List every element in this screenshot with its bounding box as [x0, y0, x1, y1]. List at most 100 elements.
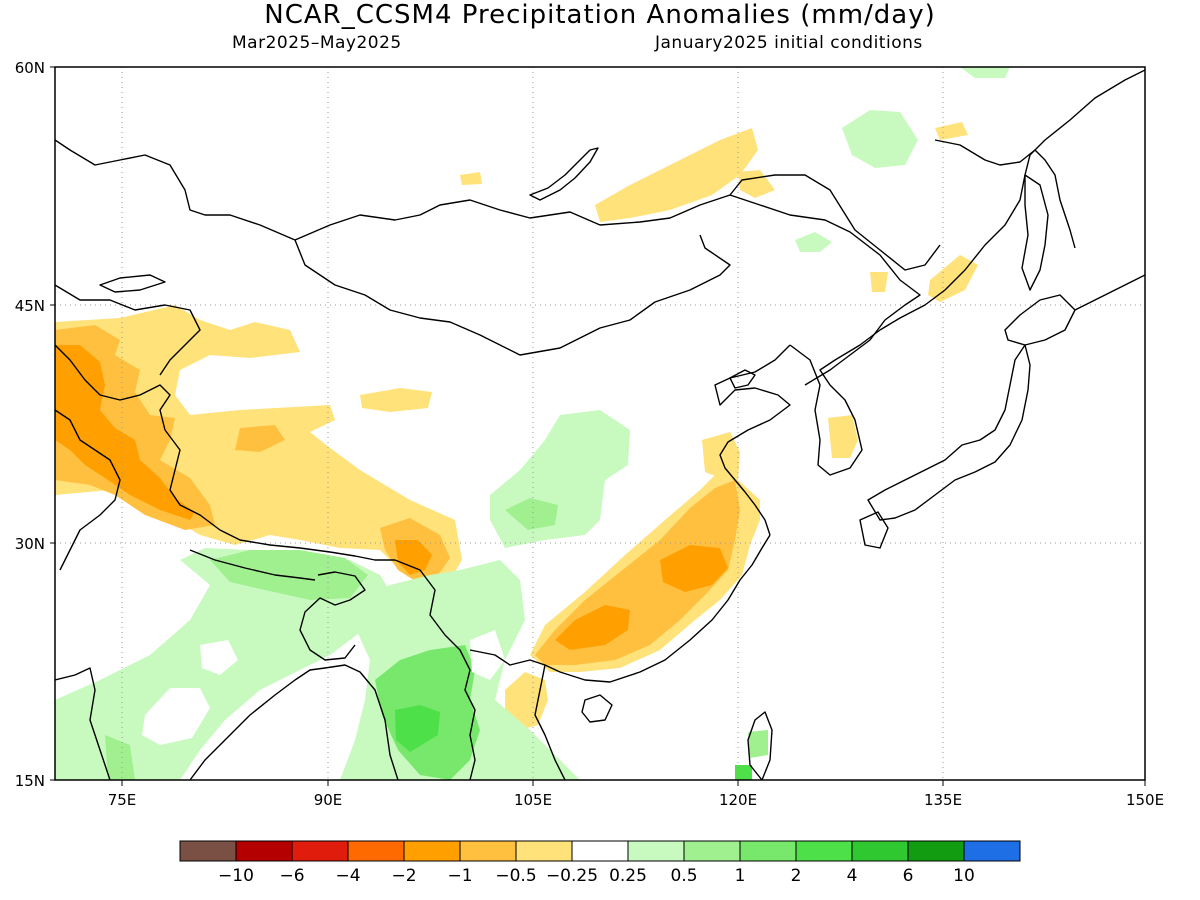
- anomaly-pale-green-sichuan: [490, 410, 630, 548]
- border-northeast-china: [729, 194, 921, 386]
- anomaly-yellow-mongolia-east: [595, 128, 758, 222]
- colorbar-label: −4: [335, 866, 360, 886]
- anomaly-yellow-north: [460, 172, 482, 185]
- anomaly-deep-orange-guangxi: [555, 605, 630, 650]
- colorbar-label: −0.5: [495, 866, 536, 886]
- lat-tick-60n: 60N: [15, 59, 45, 77]
- anomaly-pale-green-arctic: [960, 67, 1010, 78]
- border-central-asia: [55, 344, 171, 431]
- map-frame: [54, 66, 1146, 781]
- anomaly-light-green-sichuan: [505, 498, 558, 530]
- coast-japan-kyushu: [859, 511, 889, 549]
- anomaly-fields: [55, 67, 1010, 780]
- lon-tick-150e: 150E: [1126, 791, 1164, 809]
- graticule: [55, 67, 1145, 780]
- colorbar-label: −0.25: [546, 866, 598, 886]
- anomaly-bright-green-burma: [395, 705, 440, 752]
- anomaly-yellow-hokkaido: [928, 255, 978, 302]
- map-title: NCAR_CCSM4 Precipitation Anomalies (mm/d…: [264, 0, 936, 30]
- coast-china-east: [714, 344, 791, 536]
- coast-russia-pacific: [879, 69, 1145, 331]
- anomaly-yellow-amur: [738, 170, 775, 198]
- anomaly-pale-green-sakhalin: [842, 110, 918, 168]
- colorbar-label: −2: [391, 866, 416, 886]
- anomaly-yellow-qinghai: [360, 388, 432, 412]
- colorbar-swatch: [795, 840, 853, 862]
- border-laos-vietnam: [469, 649, 566, 780]
- lake-baikal: [529, 147, 599, 201]
- anomaly-light-green-sw-india: [105, 735, 135, 780]
- lon-tick-105e: 105E: [514, 791, 552, 809]
- lon-tick-90e: 90E: [314, 791, 343, 809]
- longitude-ticks: 75E 90E 105E 120E 135E 150E: [108, 780, 1164, 809]
- initial-conditions: January2025 initial conditions: [655, 33, 923, 53]
- anomaly-light-green-taiwan: [748, 730, 768, 758]
- colorbar-swatch: [515, 840, 573, 862]
- coast-sakhalin: [1021, 174, 1049, 291]
- colorbar-swatch: [291, 840, 349, 862]
- coast-kuril: [1074, 274, 1145, 311]
- colorbar-label: 1: [735, 866, 746, 886]
- border-russia-kazakhstan: [55, 139, 941, 271]
- coast-bohai: [729, 369, 756, 389]
- colorbar-swatch: [739, 840, 797, 862]
- colorbar-label: 0.5: [670, 866, 697, 886]
- lat-tick-30n: 30N: [15, 535, 45, 553]
- coastlines-and-borders: [55, 69, 1145, 780]
- anomaly-orange-tibet: [235, 425, 285, 452]
- colorbar-swatch: [235, 840, 293, 862]
- colorbar-swatch: [683, 840, 741, 862]
- colorbar-label: −10: [218, 866, 254, 886]
- colorbar-swatch: [851, 840, 909, 862]
- latitude-ticks: 60N 45N 30N 15N: [15, 59, 55, 790]
- lon-tick-135e: 135E: [924, 791, 962, 809]
- anomaly-yellow-yunnan: [505, 672, 548, 730]
- coast-hainan: [581, 694, 613, 723]
- anomaly-yellow-manchuria: [870, 272, 888, 292]
- anomaly-bright-green-taiwan: [735, 765, 752, 780]
- colorbar-label: 6: [903, 866, 914, 886]
- coast-india-east: [189, 664, 399, 780]
- coast-taiwan: [747, 711, 773, 780]
- anomaly-white-hole-india-2: [200, 640, 238, 675]
- lon-tick-120e: 120E: [719, 791, 757, 809]
- coast-korea: [789, 329, 881, 476]
- colorbar-swatch: [571, 840, 629, 862]
- colorbar-label: 4: [847, 866, 858, 886]
- colorbar-label: 2: [791, 866, 802, 886]
- anomaly-deep-orange-jiangxi: [660, 545, 728, 592]
- border-burma: [394, 559, 476, 780]
- anomaly-pale-green-manchuria: [795, 232, 832, 252]
- anomaly-deep-orange-west: [55, 345, 195, 520]
- border-kazakhstan-south: [55, 284, 201, 376]
- anomaly-white-hole-india: [142, 688, 210, 745]
- colorbar-swatch: [459, 840, 517, 862]
- colorbar-swatch: [907, 840, 965, 862]
- coast-japan-hokkaido: [1004, 294, 1076, 346]
- border-bhutan-bangladesh: [299, 571, 366, 661]
- colorbar-label: −6: [279, 866, 304, 886]
- border-india-tibet: [164, 429, 395, 561]
- colorbar-label: 10: [953, 866, 975, 886]
- forecast-period: Mar2025–May2025: [232, 33, 402, 53]
- lake-balkhash: [99, 274, 166, 293]
- colorbar-swatch: [403, 840, 461, 862]
- colorbar-swatch: [963, 840, 1021, 862]
- coast-japan-honshu: [867, 344, 1031, 521]
- colorbar-label: 0.25: [609, 866, 647, 886]
- colorbar-swatch: [627, 840, 685, 862]
- colorbar-swatch: [347, 840, 405, 862]
- anomaly-deep-orange-east-tibet: [395, 540, 432, 575]
- anomaly-white-hole-laos: [470, 630, 505, 680]
- border-nepal: [189, 549, 316, 581]
- colorbar: −10 −6 −4 −2 −1 −0.5 −0.25 0.25 0.5 1 2 4 6 10: [179, 840, 1021, 886]
- lon-tick-75e: 75E: [108, 791, 137, 809]
- border-afghan-pakistan: [55, 409, 121, 571]
- coast-india-west: [55, 667, 111, 780]
- colorbar-label: −1: [447, 866, 472, 886]
- anomaly-yellow-korea: [828, 415, 858, 458]
- border-mongolia-china: [294, 234, 731, 356]
- colorbar-swatch: [179, 840, 237, 862]
- lat-tick-45n: 45N: [15, 297, 45, 315]
